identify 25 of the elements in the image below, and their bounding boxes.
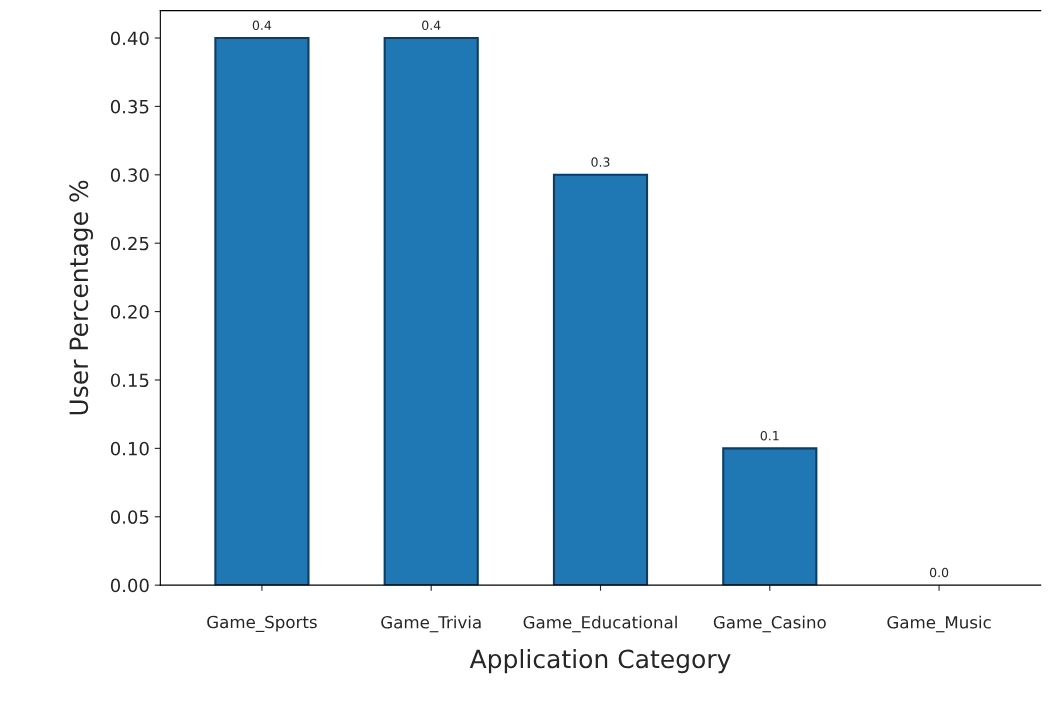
x-tick-label: Game_Casino [713,615,826,633]
y-axis-title: User Percentage % [69,180,94,415]
x-tick-label: Game_Trivia [381,615,481,633]
bar [383,36,479,586]
y-tick-label: 0.25 [110,236,149,251]
bar [552,173,649,586]
x-tick-label: Game_Sports [207,615,317,633]
y-tick-label: 0.20 [110,305,149,319]
x-axis-title: Application Category [469,648,731,674]
y-tick-label: 0.40 [110,31,149,46]
y-tick-label: 0.00 [110,578,149,593]
data-label: 0.3 [591,157,610,167]
y-tick-label: 0.10 [110,441,149,456]
data-label: 0.4 [422,20,441,31]
data-label: 0.0 [929,567,949,578]
y-tick-label: 0.30 [110,168,149,182]
bar [214,36,310,586]
x-tick-label: Game_Educational [523,615,677,633]
y-tick-label: 0.15 [110,373,149,388]
y-tick-label: 0.05 [110,510,149,524]
y-tick-label: 0.35 [110,99,149,114]
x-tick-label: Game_Music [887,615,991,633]
bar [722,447,818,586]
data-label: 0.4 [252,20,272,31]
data-label: 0.1 [760,430,779,441]
